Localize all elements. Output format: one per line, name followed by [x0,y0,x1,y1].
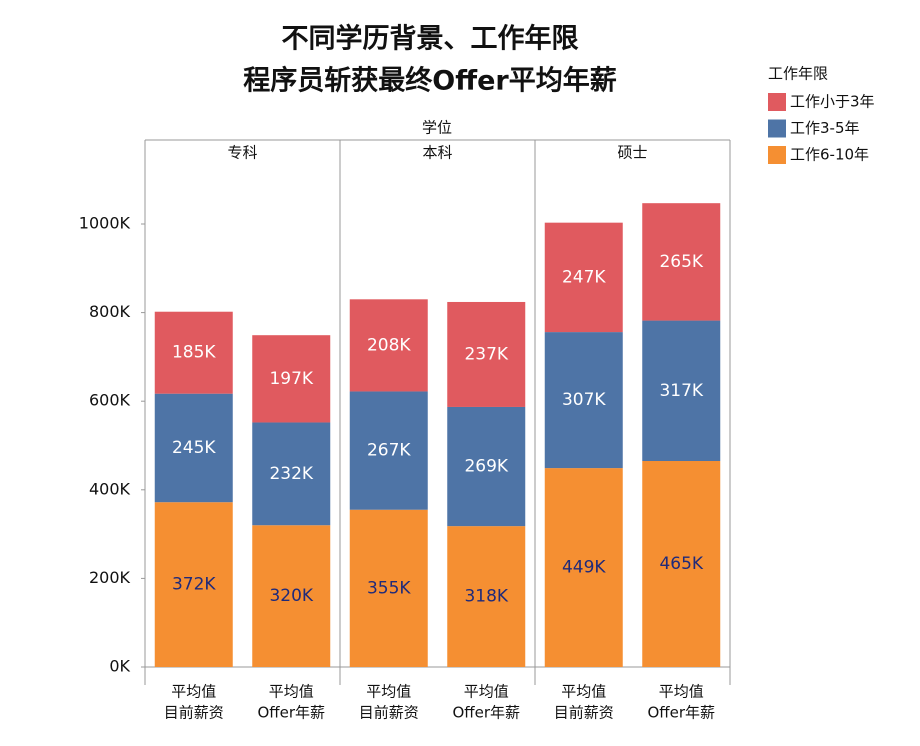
value-label: 265K [659,252,703,272]
x-tick-label: Offer年薪 [647,704,715,722]
legend-swatch [768,93,786,111]
bar-segment [447,406,526,527]
bar-segment [252,525,331,667]
value-label: 245K [172,438,216,458]
legend-swatch [768,119,786,138]
bar-segment [252,335,331,423]
x-tick-label: 平均值 [659,683,704,701]
y-tick-label: 0K [109,657,130,676]
value-label: 355K [367,578,411,598]
group-label: 硕士 [617,144,647,162]
y-tick-label: 400K [89,479,131,498]
value-label: 232K [269,464,313,484]
value-label: 269K [464,457,508,477]
bar-segment [544,222,623,333]
bar-segment [349,299,428,392]
legend-title: 工作年限 [768,65,828,83]
group-label: 本科 [422,144,452,162]
x-tick-label: 平均值 [366,683,411,701]
value-label: 372K [172,575,216,595]
x-tick-label: 目前薪资 [164,704,224,722]
value-label: 317K [659,381,703,401]
x-tick-label: 平均值 [171,683,216,701]
bar-segment [154,393,233,503]
bar-segment [252,422,331,526]
bar-segment [447,301,526,407]
value-label: 307K [562,390,606,410]
y-tick-label: 200K [89,568,131,587]
value-label: 318K [464,587,508,607]
x-tick-label: 平均值 [464,683,509,701]
group-label: 专科 [227,144,257,162]
x-tick-label: 平均值 [561,683,606,701]
value-label: 247K [562,267,606,287]
bar-segment [544,468,623,667]
legend-label: 工作小于3年 [790,93,875,111]
x-tick-label: Offer年薪 [452,704,520,722]
x-tick-label: 目前薪资 [554,704,614,722]
bar-segment [154,502,233,667]
value-label: 208K [367,335,411,355]
group-title: 学位 [422,119,452,137]
legend-label: 工作3-5年 [790,119,860,137]
y-tick-label: 800K [89,302,131,321]
bar-segment [544,332,623,469]
x-tick-label: 平均值 [269,683,314,701]
x-tick-label: 目前薪资 [359,704,419,722]
bar-segment [349,509,428,667]
bar-segment [642,203,721,321]
bar-segment [642,320,721,462]
legend-label: 工作6-10年 [790,146,869,164]
bar-segment [154,311,233,394]
x-tick-label: Offer年薪 [257,704,325,722]
value-label: 197K [269,369,313,389]
value-label: 237K [464,344,508,364]
value-label: 267K [367,441,411,461]
value-label: 185K [172,343,216,363]
y-tick-label: 1000K [79,214,131,233]
bar-segment [447,526,526,667]
chart-title: 程序员斩获最终Offer平均年薪 [243,65,616,97]
y-tick-label: 600K [89,391,131,410]
value-label: 449K [562,558,606,578]
chart-title: 不同学历背景、工作年限 [282,23,579,55]
legend-swatch [768,146,786,164]
value-label: 465K [659,554,703,574]
bar-segment [642,461,721,667]
bar-segment [349,391,428,510]
value-label: 320K [269,586,313,606]
